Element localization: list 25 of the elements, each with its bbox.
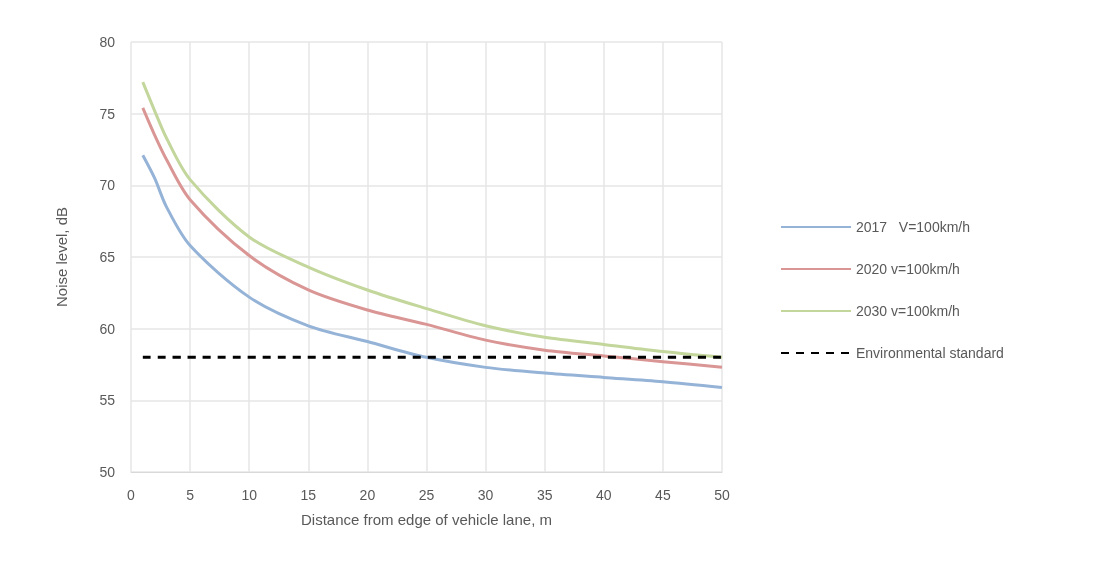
legend-label: Environmental standard <box>856 345 1004 361</box>
y-tick-label: 60 <box>99 320 116 337</box>
x-tick-label: 50 <box>714 487 730 503</box>
x-tick-label: 30 <box>477 487 494 503</box>
y-tick-label: 80 <box>99 34 116 50</box>
y-tick-label: 55 <box>99 392 116 409</box>
x-tick-label: 40 <box>596 487 612 503</box>
x-tick-label: 5 <box>186 487 195 503</box>
y-tick-label: 75 <box>99 105 116 122</box>
y-tick-label: 70 <box>99 177 116 194</box>
x-tick-label: 35 <box>536 487 553 503</box>
x-axis-title: Distance from edge of vehicle lane, m <box>301 511 552 528</box>
x-tick-label: 10 <box>241 487 258 503</box>
line-series <box>141 153 724 389</box>
x-tick-label: 15 <box>300 487 317 503</box>
y-tick-label: 65 <box>99 249 116 265</box>
y-axis-title: Noise level, dB <box>53 206 70 308</box>
legend-label: 2020 v=100km/h <box>856 261 960 277</box>
y-tick-label: 50 <box>99 464 116 480</box>
x-tick-label: 0 <box>127 487 136 503</box>
legend-label: 2017 V=100km/h <box>856 219 971 235</box>
x-tick-label: 25 <box>418 487 435 503</box>
x-tick-label: 45 <box>655 487 671 503</box>
legend-label: 2030 v=100km/h <box>856 303 960 319</box>
x-tick-label: 20 <box>359 487 376 503</box>
